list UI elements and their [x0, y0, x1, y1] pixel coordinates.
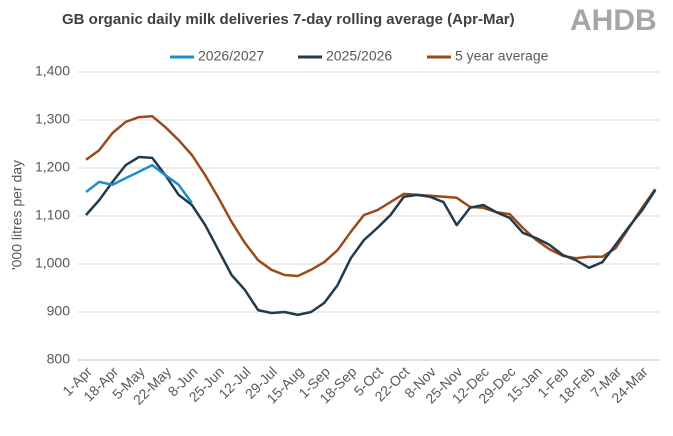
series-line: [85, 114, 657, 278]
y-tick-label: 1,000: [35, 255, 70, 271]
y-tick-label: 1,400: [35, 63, 70, 79]
legend-label: 5 year average: [455, 48, 549, 64]
chart-title: GB organic daily milk deliveries 7-day r…: [62, 11, 515, 28]
y-axis-label: '000 litres per day: [9, 160, 25, 270]
legend-label: 2026/2027: [198, 48, 264, 64]
y-tick-label: 900: [47, 303, 71, 319]
legend-label: 2025/2026: [326, 48, 392, 64]
series-line: [85, 163, 193, 204]
series-line: [85, 155, 657, 317]
y-tick-label: 800: [47, 351, 71, 367]
y-tick-label: 1,100: [35, 207, 70, 223]
logo: AHDB: [570, 4, 657, 37]
y-tick-label: 1,200: [35, 159, 70, 175]
y-tick-label: 1,300: [35, 111, 70, 127]
